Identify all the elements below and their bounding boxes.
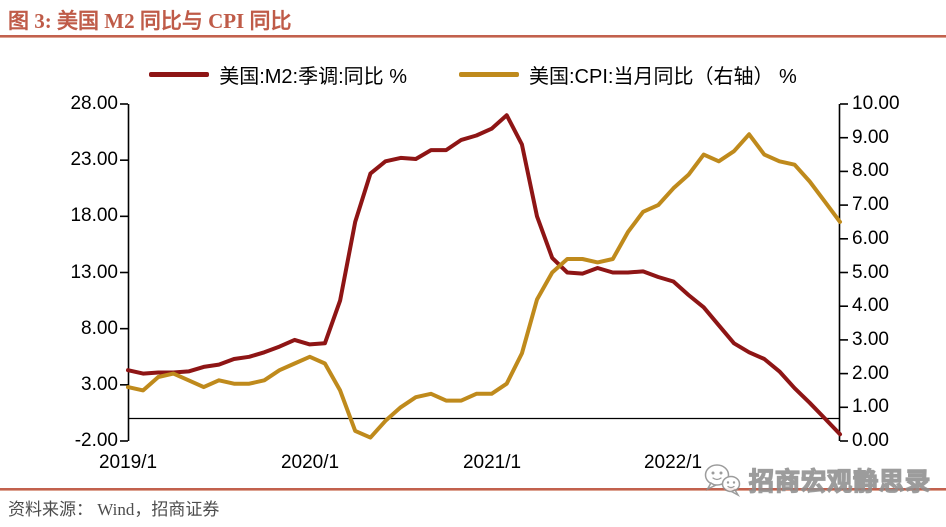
right-axis-tick-label: 6.00	[852, 228, 889, 249]
chart-legend: 美国:M2:季调:同比 % 美国:CPI:当月同比（右轴） %	[0, 60, 946, 89]
right-axis-tick-label: 4.00	[852, 295, 889, 316]
x-axis-tick-label: 2022/1	[643, 452, 703, 473]
right-axis-tick-label: 8.00	[852, 160, 889, 181]
left-axis-tick-label: 8.00	[81, 318, 118, 339]
m2-line-swatch	[149, 72, 210, 77]
legend-label-m2: 美国:M2:季调:同比 %	[219, 66, 407, 88]
right-axis-tick-label: 3.00	[852, 329, 889, 350]
footer-divider	[0, 488, 946, 491]
right-axis-tick-label: 10.00	[852, 93, 900, 114]
right-axis-tick-label: 9.00	[852, 127, 889, 148]
watermark: 招商宏观静思录	[702, 461, 931, 499]
legend-item-m2: 美国:M2:季调:同比 %	[149, 60, 407, 89]
cpi-series-line	[126, 132, 842, 440]
right-axis-tick-label: 5.00	[852, 262, 889, 283]
right-axis-tick-label: 1.00	[852, 396, 889, 417]
watermark-text: 招商宏观静思录	[748, 467, 932, 496]
right-axis-tick-label: 0.00	[852, 430, 889, 451]
right-axis-tick-label: 7.00	[852, 194, 889, 215]
left-axis-tick-label: 18.00	[70, 205, 118, 226]
left-axis-tick-label: -2.00	[74, 430, 118, 451]
m2-series-line	[126, 113, 842, 437]
left-axis-tick-label: 13.00	[70, 262, 118, 283]
cpi-line-swatch	[459, 72, 519, 77]
x-axis-tick-label: 2019/1	[98, 452, 158, 473]
wechat-chat-bubbles-icon	[704, 464, 741, 497]
legend-item-cpi: 美国:CPI:当月同比（右轴） %	[459, 60, 797, 89]
x-axis-tick-label: 2021/1	[462, 452, 522, 473]
left-axis-tick-label: 23.00	[70, 149, 118, 170]
figure-title: 图 3: 美国 M2 同比与 CPI 同比	[8, 9, 292, 33]
x-axis-tick-label: 2020/1	[280, 452, 340, 473]
source-note: 资料来源： Wind，招商证券	[8, 500, 220, 519]
left-axis-tick-label: 28.00	[70, 93, 118, 114]
right-axis-tick-label: 2.00	[852, 363, 889, 384]
left-axis-tick-label: 3.00	[81, 374, 118, 395]
legend-label-cpi: 美国:CPI:当月同比（右轴） %	[529, 66, 797, 88]
title-divider	[0, 35, 946, 38]
